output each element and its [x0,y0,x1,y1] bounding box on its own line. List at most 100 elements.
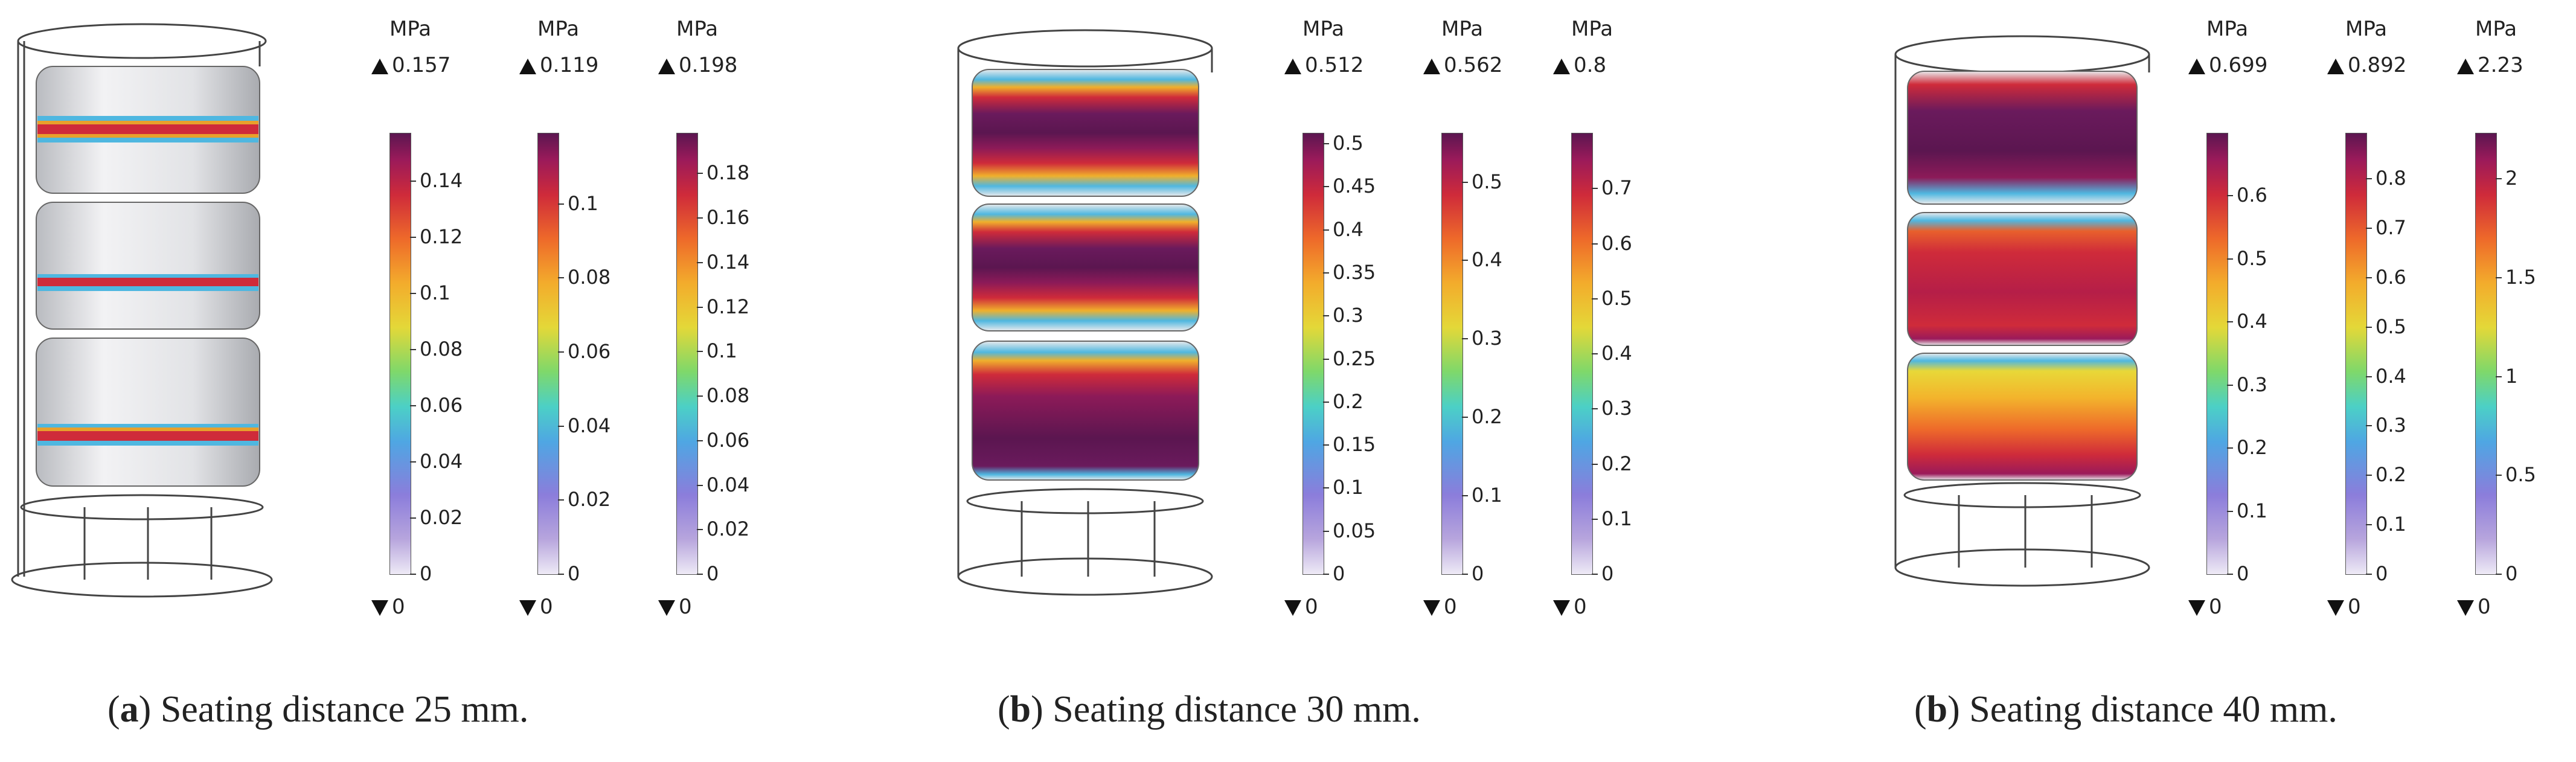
colorbar-tick-mark [410,293,416,295]
colorbar-tick-mark [697,351,703,353]
colorbar-tick-mark [2366,475,2372,476]
caption-a: (a) Seating distance 25 mm. [107,689,529,730]
max-value: 0.699 [2188,53,2267,77]
colorbar-tick-label: 0.1 [706,339,737,363]
colorbar-tick-mark [1592,518,1598,520]
colorbar-tick-label: 0.5 [2505,463,2536,487]
colorbar-tick-label: 0.4 [2376,364,2406,388]
colorbar-tick-mark [558,574,564,575]
colorbar-a-3: MPa 0.198 0 0.02 0.04 0.06 0.08 0.1 0.12 0.14 0.… [658,0,797,640]
caption-b: (b) Seating distance 30 mm. [998,689,1421,730]
colorbar-tick-mark [2227,195,2233,197]
colorbar-tick-mark [697,574,703,575]
unit-label: MPa [537,17,580,41]
colorbar-tick-label: 0.2 [2376,463,2406,487]
colorbar-tick-label: 0.3 [1472,327,1502,350]
colorbar-tick-label: 0.5 [1472,170,1502,193]
colorbar-gradient [1302,133,1324,575]
colorbar-tick-mark [1592,353,1598,354]
colorbar-tick-mark [1592,463,1598,465]
stacked-rings-model-b [957,29,1213,596]
colorbar-tick-label: 0.5 [1333,132,1363,155]
colorbar-tick-label: 0.4 [1333,217,1363,241]
colorbar-tick-label: 0 [420,562,432,585]
panel-a: MPa 0.157 0 0.02 0.04 0.06 0.08 0.1 0.12 0.14 0… [0,0,859,762]
triangle-down-icon [371,600,388,616]
colorbar-b-3: MPa 0.8 0 0.1 0.2 0.3 0.4 0.5 0.6 0.7 0 [1553,0,1692,640]
colorbar-c-2: MPa 0.892 0 0.1 0.2 0.3 0.4 0.5 0.6 0.7 0.8 0 [2327,0,2466,640]
colorbar-tick-label: 1.5 [2505,265,2536,289]
colorbar-tick-mark [1323,487,1329,489]
colorbar-tick-mark [1592,298,1598,299]
triangle-down-icon [658,600,675,616]
colorbar-tick-label: 0.1 [420,281,450,305]
colorbar-tick-mark [697,261,703,263]
max-value: 2.23 [2457,53,2523,77]
colorbar-tick-label: 0.45 [1333,174,1376,198]
min-value: 0 [2327,595,2361,619]
colorbar-tick-label: 0.4 [1472,248,1502,272]
colorbar-tick-mark [1323,444,1329,446]
colorbar-tick-label: 0.14 [420,169,463,193]
colorbar-tick-label: 0.02 [568,488,611,511]
colorbar-tick-mark [1323,143,1329,145]
colorbar-tick-label: 0.06 [706,428,750,452]
unit-label: MPa [2345,17,2388,41]
colorbar-tick-mark [2366,228,2372,229]
colorbar-tick-label: 0.3 [1601,397,1632,420]
colorbar-tick-mark [2366,326,2372,328]
colorbar-tick-mark [1592,243,1598,245]
colorbar-tick-label: 0.02 [420,506,463,529]
max-value: 0.562 [1423,53,1502,77]
min-value: 0 [519,595,553,619]
colorbar-tick-mark [2496,574,2502,575]
colorbar-gradient [537,133,559,575]
min-value: 0 [2457,595,2491,619]
colorbar-tick-mark [1323,186,1329,188]
colorbar-tick-label: 0 [1472,562,1484,585]
unit-label: MPa [1302,17,1345,41]
colorbar-tick-mark [558,351,564,353]
colorbar-tick-mark [410,349,416,351]
colorbar-tick-mark [1323,315,1329,317]
colorbar-tick-label: 0.2 [1472,405,1502,429]
colorbar-tick-label: 0.2 [2237,436,2267,459]
colorbar-tick-label: 0.12 [706,295,750,318]
colorbar-a-1: MPa 0.157 0 0.02 0.04 0.06 0.08 0.1 0.12 0.14 0 [371,0,510,640]
colorbar-tick-label: 0.1 [1601,507,1632,530]
colorbar-tick-mark [2366,574,2372,575]
colorbar-tick-label: 0 [2505,562,2518,585]
colorbar-tick-label: 0.7 [1601,176,1632,200]
triangle-down-icon [2188,600,2205,616]
colorbar-tick-mark [2496,475,2502,476]
colorbar-tick-mark [1323,358,1329,360]
colorbar-tick-label: 0.5 [1601,286,1632,310]
colorbar-tick-label: 0.06 [420,394,463,417]
colorbar-tick-label: 0 [2376,562,2388,585]
colorbar-tick-mark [1462,574,1468,575]
colorbar-gradient [2206,133,2228,575]
panel-c: MPa 0.699 0 0.1 0.2 0.3 0.4 0.5 0.6 0 MPa 0.89… [1717,0,2576,762]
colorbar-tick-mark [2227,384,2233,386]
colorbar-tick-label: 0.04 [420,450,463,473]
triangle-up-icon [519,58,536,74]
colorbar-tick-label: 0.1 [1333,476,1363,499]
colorbar-tick-mark [1323,272,1329,274]
colorbar-tick-mark [2227,510,2233,512]
colorbar-tick-label: 0.6 [2237,184,2267,207]
triangle-up-icon [1284,58,1301,74]
min-value: 0 [658,595,692,619]
max-value: 0.157 [371,53,450,77]
colorbar-tick-label: 0.1 [568,191,598,215]
triangle-up-icon [2457,58,2474,74]
min-value: 0 [1423,595,1457,619]
colorbar-tick-mark [2366,425,2372,427]
colorbar-tick-mark [1462,338,1468,340]
colorbar-tick-mark [2496,277,2502,278]
colorbar-tick-mark [1462,181,1468,183]
triangle-down-icon [1423,600,1440,616]
colorbar-tick-mark [2227,447,2233,449]
colorbar-tick-label: 0.02 [706,517,750,541]
colorbar-tick-mark [697,484,703,486]
colorbar-tick-mark [1592,408,1598,410]
